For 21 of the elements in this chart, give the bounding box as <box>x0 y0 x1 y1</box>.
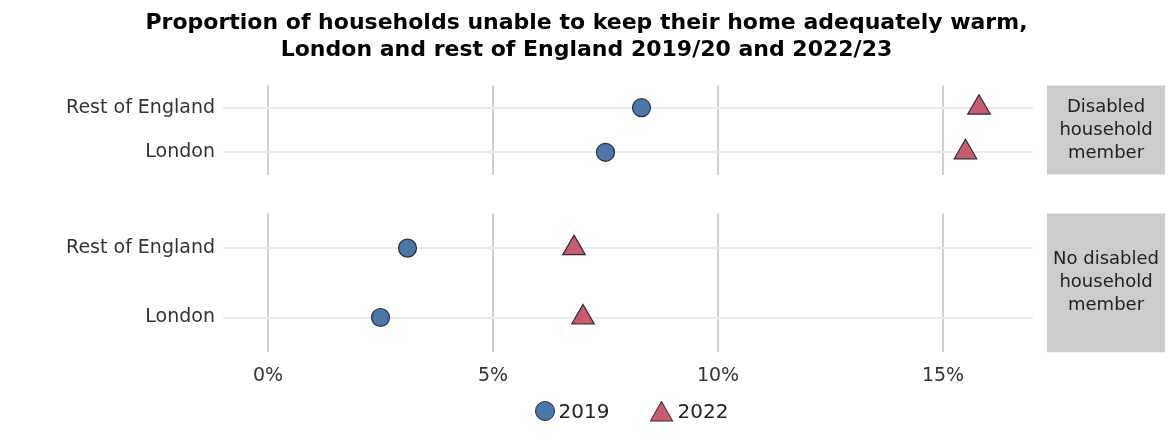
y-tick-label: London <box>145 139 215 162</box>
y-tick-label: Rest of England <box>66 94 215 117</box>
legend-label: 2022 <box>677 399 729 423</box>
legend-label: 2019 <box>558 399 610 423</box>
y-tick-label: London <box>145 304 215 327</box>
x-tick-label: 10% <box>696 362 740 385</box>
x-tick-label: 15% <box>921 362 965 385</box>
x-tick-label: 0% <box>252 362 284 385</box>
point <box>397 238 418 258</box>
point <box>953 138 978 160</box>
point <box>370 307 391 328</box>
point <box>595 142 616 162</box>
point <box>967 94 991 115</box>
point <box>562 234 586 256</box>
point <box>571 303 595 325</box>
text: Disabled household member <box>1059 94 1153 162</box>
chart-title: Proportion of households unable to keep their home adequately warm, London and rest of England 2019/20 and 2022/23 <box>144 8 1029 62</box>
x-tick-label: 5% <box>477 362 509 385</box>
point <box>631 98 652 118</box>
y-tick-label: Rest of England <box>66 235 215 258</box>
text: No disabled household member <box>1053 247 1159 315</box>
